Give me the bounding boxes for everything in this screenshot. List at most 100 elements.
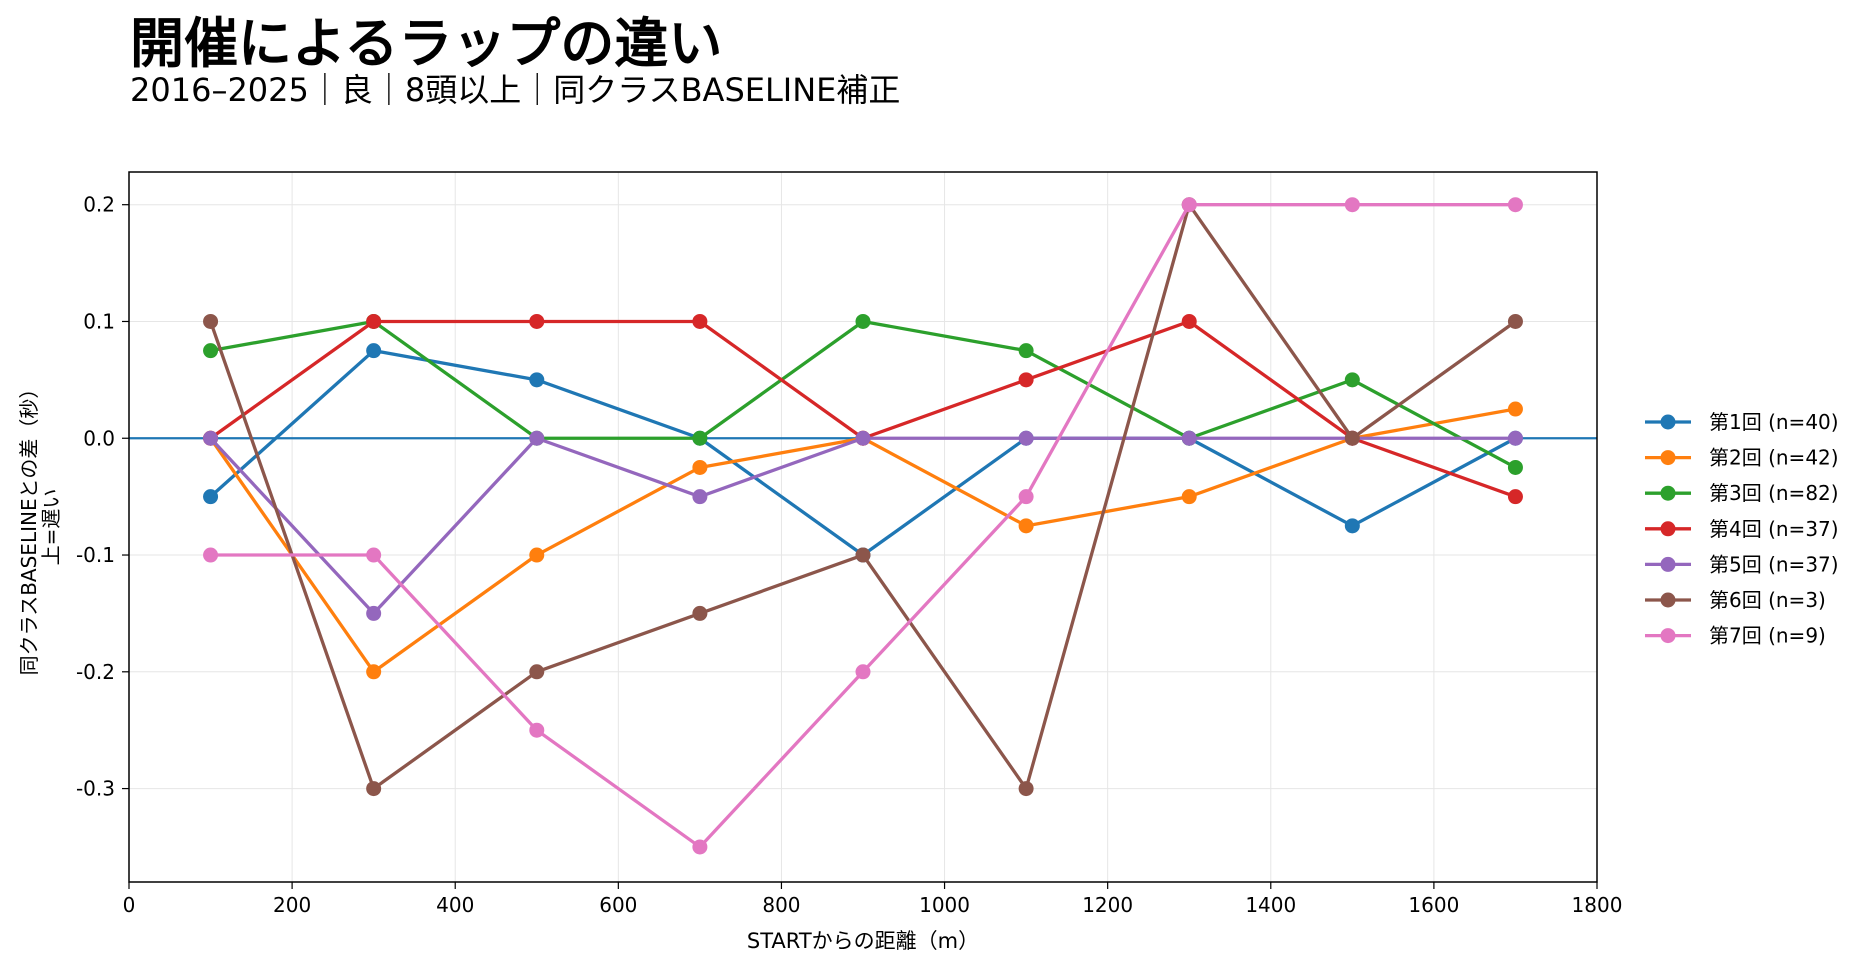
data-point <box>692 313 708 329</box>
legend-label: 第4回 (n=37) <box>1709 517 1839 541</box>
legend-swatch-marker <box>1660 414 1676 430</box>
y-tick-label: 0.1 <box>83 309 115 333</box>
data-point <box>692 839 708 855</box>
legend-label: 第7回 (n=9) <box>1709 624 1826 648</box>
x-tick-label: 1600 <box>1408 893 1459 917</box>
series-line <box>209 349 1517 557</box>
data-point <box>1344 430 1360 446</box>
x-axis-label: STARTからの距離（m） <box>747 929 979 953</box>
y-axis-label: 同クラスBASELINEとの差（秒） <box>17 379 41 676</box>
data-point <box>529 313 545 329</box>
legend-label: 第5回 (n=37) <box>1709 552 1839 576</box>
data-point <box>1344 197 1360 213</box>
data-point <box>1018 518 1034 534</box>
y-tick-label: -0.1 <box>76 543 115 567</box>
data-point <box>366 313 382 329</box>
series-5 <box>203 430 1523 621</box>
x-tick-label: 1800 <box>1572 893 1623 917</box>
y-tick-label: -0.3 <box>76 777 115 801</box>
y-tick-label: 0.0 <box>83 426 115 450</box>
data-point <box>1507 459 1523 475</box>
series-group <box>203 197 1523 855</box>
data-point <box>203 430 219 446</box>
data-point <box>366 781 382 797</box>
data-point <box>1018 372 1034 388</box>
data-point <box>366 547 382 563</box>
data-point <box>203 343 219 359</box>
data-point <box>529 547 545 563</box>
y-tick-label: -0.2 <box>76 660 115 684</box>
series-line <box>209 436 1516 616</box>
chart-subtitle: 2016–2025｜良｜8頭以上｜同クラスBASELINE補正 <box>130 71 900 109</box>
legend-swatch-marker <box>1660 592 1676 608</box>
x-tick-label: 200 <box>273 893 311 917</box>
data-point <box>366 664 382 680</box>
data-point <box>1507 197 1523 213</box>
data-point <box>1018 489 1034 505</box>
legend-item: 第6回 (n=3) <box>1645 588 1826 612</box>
x-tick-label: 0 <box>123 893 136 917</box>
legend-label: 第2回 (n=42) <box>1709 446 1839 470</box>
data-point <box>529 722 545 738</box>
x-tick-label: 1000 <box>919 893 970 917</box>
data-point <box>692 489 708 505</box>
series-1 <box>203 343 1523 563</box>
data-point <box>855 664 871 680</box>
data-point <box>692 430 708 446</box>
data-point <box>855 313 871 329</box>
data-point <box>203 489 219 505</box>
data-point <box>1018 430 1034 446</box>
data-point <box>1344 518 1360 534</box>
series-line <box>210 203 1516 849</box>
x-tick-label: 600 <box>599 893 637 917</box>
data-point <box>366 605 382 621</box>
data-point <box>1181 197 1197 213</box>
y-tick-label: 0.2 <box>83 193 115 217</box>
legend-label: 第3回 (n=82) <box>1709 481 1839 505</box>
data-point <box>1018 781 1034 797</box>
legend-label: 第1回 (n=40) <box>1709 410 1839 434</box>
x-tick-label: 800 <box>762 893 800 917</box>
x-tick-label: 1400 <box>1245 893 1296 917</box>
series-line <box>209 319 1517 499</box>
data-point <box>1181 313 1197 329</box>
data-point <box>1018 343 1034 359</box>
legend-item: 第7回 (n=9) <box>1645 624 1826 648</box>
data-point <box>855 430 871 446</box>
data-point <box>1344 372 1360 388</box>
data-point <box>529 430 545 446</box>
data-point <box>1507 489 1523 505</box>
y-axis: 0.2 0.1 0.0 -0.1 -0.2 -0.3 <box>76 193 129 801</box>
legend-swatch-marker <box>1660 556 1676 572</box>
data-point <box>203 313 219 329</box>
chart-title: 開催によるラップの違い <box>130 12 722 75</box>
data-point <box>529 372 545 388</box>
data-point <box>529 664 545 680</box>
legend-item: 第3回 (n=82) <box>1645 481 1839 505</box>
legend-item: 第2回 (n=42) <box>1645 446 1839 470</box>
series-line <box>209 407 1516 674</box>
series-line <box>208 203 1517 791</box>
series-7 <box>203 197 1523 855</box>
data-point <box>692 605 708 621</box>
x-axis: 0 200 400 600 800 1000 1200 1400 1600 1800 <box>123 882 1623 917</box>
legend-item: 第1回 (n=40) <box>1645 410 1839 434</box>
data-point <box>203 547 219 563</box>
legend-swatch-marker <box>1660 628 1676 644</box>
data-point <box>1507 401 1523 417</box>
data-point <box>1181 430 1197 446</box>
data-point <box>1507 313 1523 329</box>
legend: 第1回 (n=40) 第2回 (n=42) 第3回 (n=82) 第4回 (n=37)… <box>1645 410 1839 648</box>
data-point <box>366 343 382 359</box>
series-3 <box>203 313 1523 475</box>
legend-swatch-marker <box>1660 521 1676 537</box>
data-point <box>855 547 871 563</box>
data-point <box>1181 489 1197 505</box>
legend-swatch-marker <box>1660 450 1676 466</box>
legend-label: 第6回 (n=3) <box>1709 588 1826 612</box>
plot-frame <box>128 171 1598 883</box>
legend-swatch-marker <box>1660 485 1676 501</box>
grid <box>128 172 1598 882</box>
legend-item: 第4回 (n=37) <box>1645 517 1839 541</box>
